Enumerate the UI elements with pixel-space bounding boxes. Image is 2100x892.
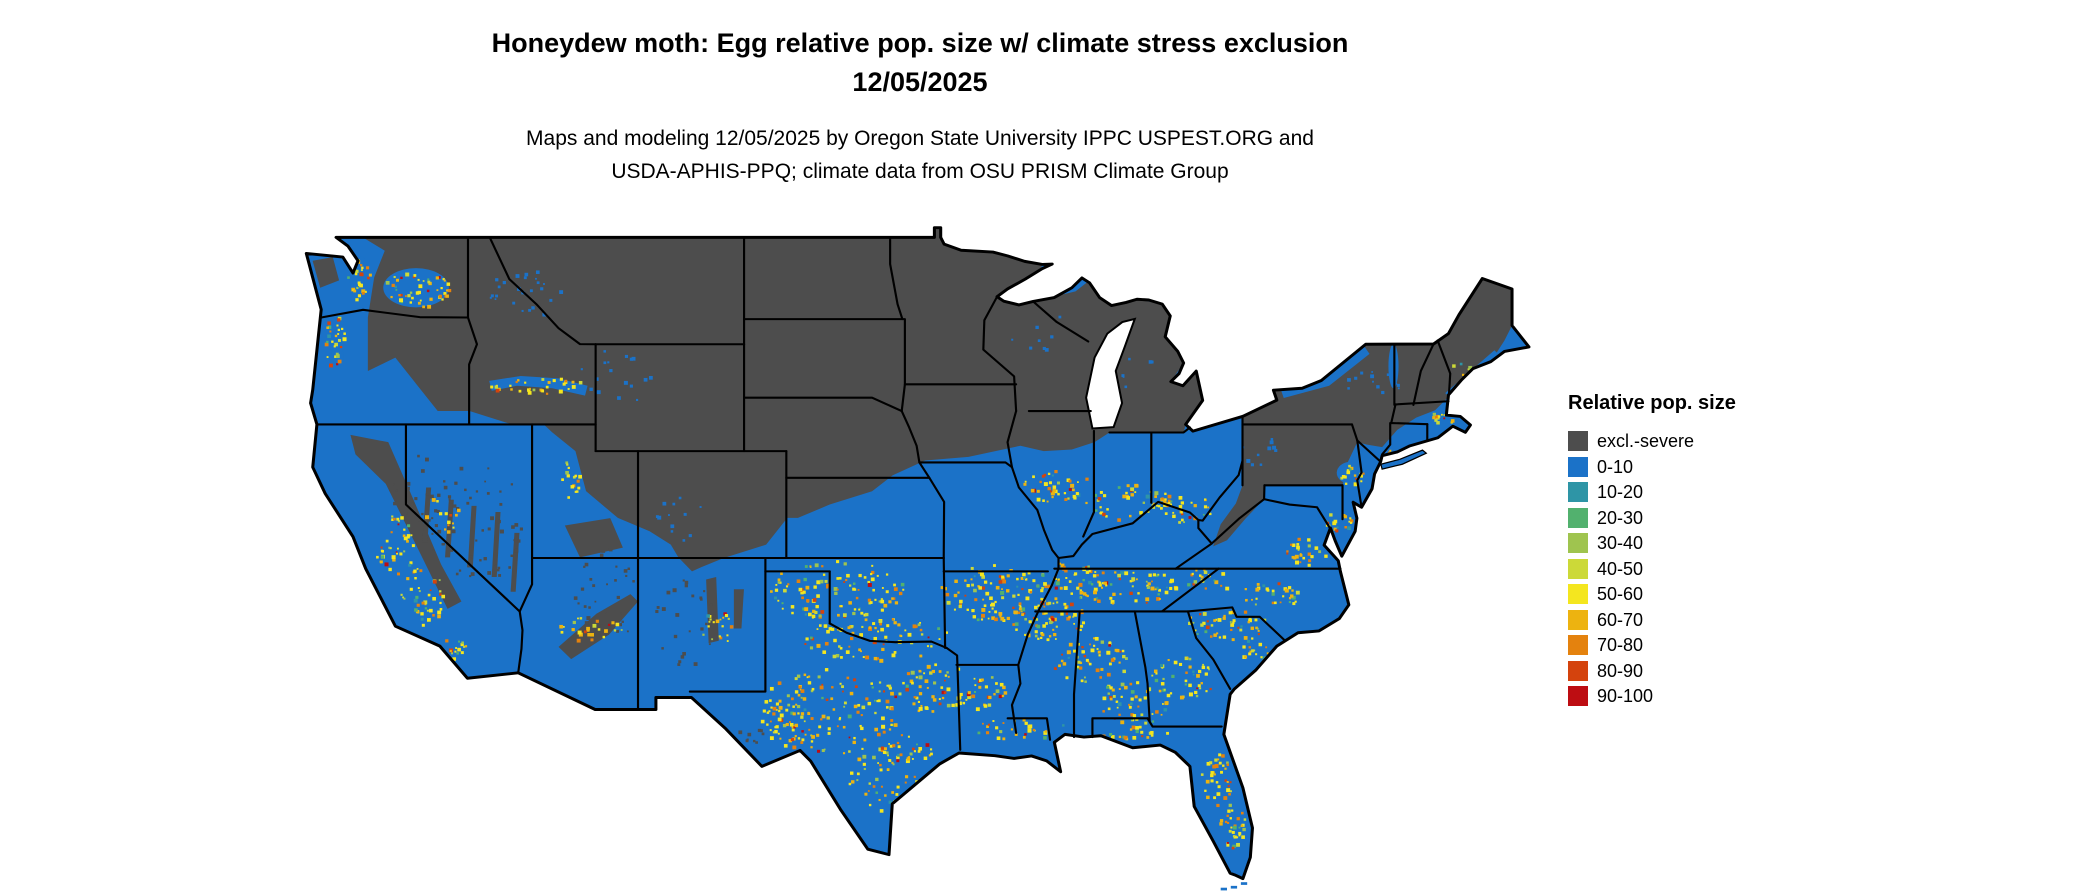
legend-item: 0-10 [1568, 456, 1736, 477]
legend-swatch [1568, 686, 1588, 706]
legend-swatch [1568, 584, 1588, 604]
legend-item: 40-50 [1568, 558, 1736, 579]
legend-swatch [1568, 456, 1588, 477]
map-subtitle-line2: USDA-APHIS-PPQ; climate data from OSU PR… [611, 160, 1229, 183]
us-map-container [300, 224, 1536, 892]
legend-item-label: excl.-severe [1597, 431, 1695, 451]
legend-item-label: 10-20 [1597, 482, 1644, 502]
us-map [304, 226, 1531, 891]
legend-swatch [1568, 507, 1588, 528]
legend-item: 50-60 [1568, 584, 1736, 604]
legend-item: 80-90 [1568, 660, 1736, 681]
map-title-line1: Honeydew moth: Egg relative pop. size w/… [491, 28, 1349, 58]
legend-item: 20-30 [1568, 507, 1736, 528]
legend-item-label: 20-30 [1597, 507, 1644, 528]
legend-item-label: 50-60 [1597, 584, 1644, 604]
legend-title: Relative pop. size [1568, 392, 1736, 414]
legend-swatch [1568, 533, 1588, 553]
legend-item: 70-80 [1568, 635, 1736, 655]
legend-item-label: 80-90 [1597, 660, 1644, 681]
legend-item-label: 60-70 [1597, 609, 1644, 630]
legend-items: excl.-severe 0-10 10-20 20-30 30-40 40-50 50-6… [1568, 431, 1736, 706]
map-subtitle-line1: Maps and modeling 12/05/2025 by Oregon S… [526, 127, 1314, 150]
legend-item: excl.-severe [1568, 431, 1736, 451]
legend-item: 60-70 [1568, 609, 1736, 630]
legend-swatch [1568, 635, 1588, 655]
legend: Relative pop. size excl.-severe 0-10 10-20… [1568, 392, 1736, 712]
map-title: Honeydew moth: Egg relative pop. size w/… [0, 24, 1840, 102]
legend-swatch [1568, 482, 1588, 502]
legend-swatch [1568, 609, 1588, 630]
legend-item: 30-40 [1568, 533, 1736, 553]
map-title-line2: 12/05/2025 [852, 67, 988, 97]
legend-item-label: 40-50 [1597, 558, 1644, 579]
map-subtitle: Maps and modeling 12/05/2025 by Oregon S… [0, 122, 1840, 188]
legend-item-label: 30-40 [1597, 533, 1644, 553]
legend-item: 90-100 [1568, 686, 1736, 706]
legend-swatch [1568, 660, 1588, 681]
legend-item: 10-20 [1568, 482, 1736, 502]
legend-item-label: 90-100 [1597, 686, 1654, 706]
legend-item-label: 0-10 [1597, 456, 1634, 477]
legend-item-label: 70-80 [1597, 635, 1644, 655]
legend-swatch [1568, 558, 1588, 579]
legend-swatch [1568, 431, 1588, 451]
